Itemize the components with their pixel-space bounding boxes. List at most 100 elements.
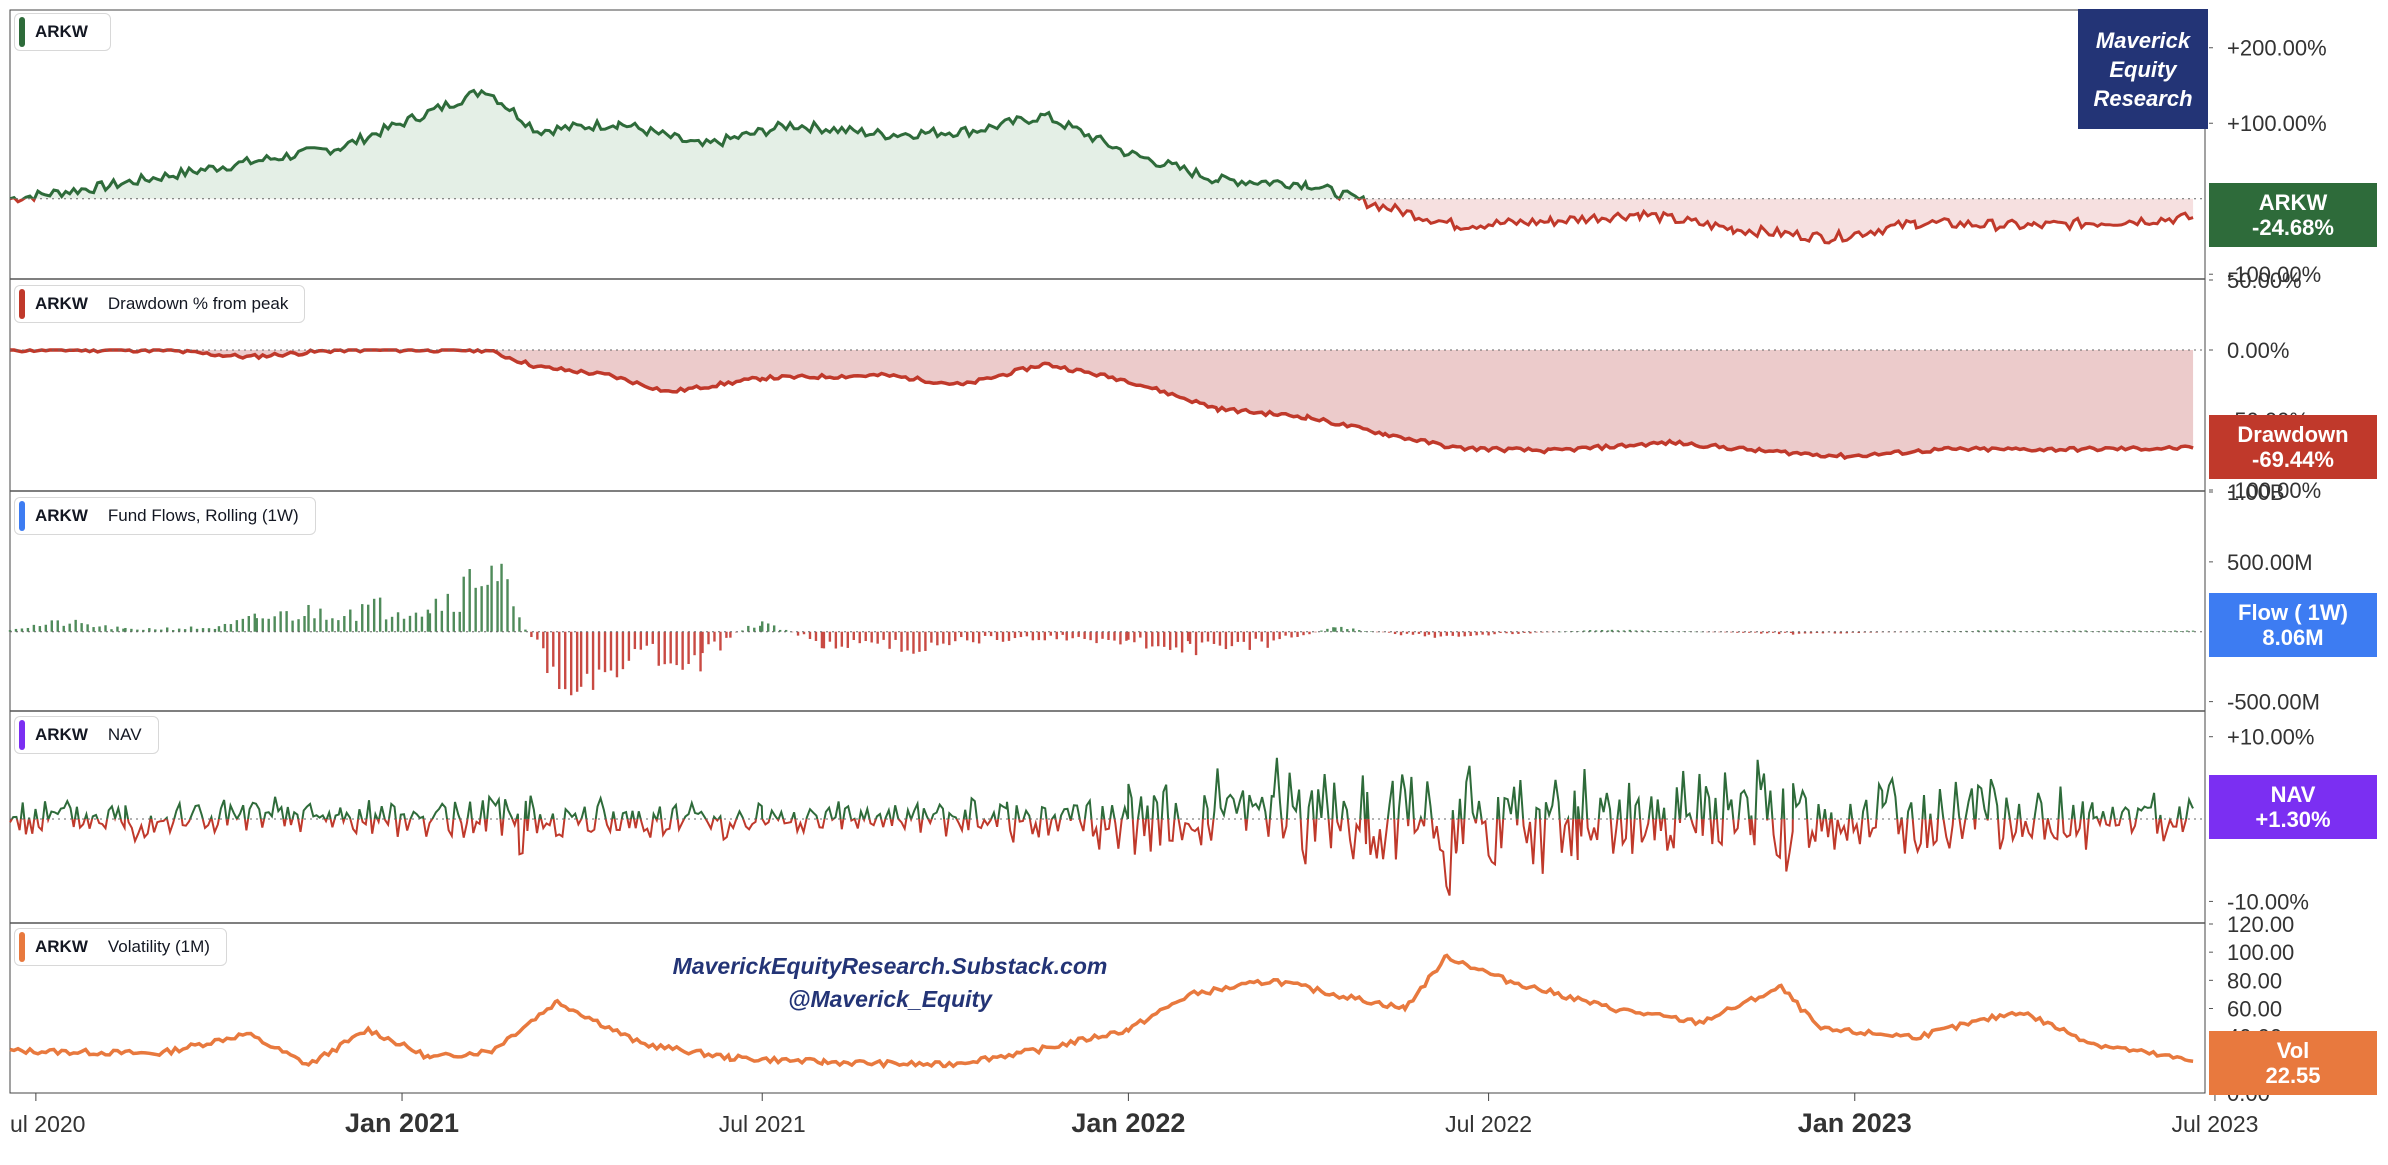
x-tick-label: Jul 2021 xyxy=(719,1111,806,1137)
flow-bar-negative xyxy=(814,631,818,641)
flow-bar-negative xyxy=(1133,631,1136,643)
flow-bar-positive xyxy=(2036,630,2040,632)
legend-pane-5[interactable]: ARKW Volatility (1M) xyxy=(14,928,227,966)
flow-bar-positive xyxy=(1346,629,1349,632)
arkw-line-negative xyxy=(9,198,2194,245)
flow-bar-positive xyxy=(2000,630,2004,632)
flow-bar-positive xyxy=(343,616,346,632)
flow-bar-positive xyxy=(1646,630,1649,632)
legend-pane-1[interactable]: ARKW xyxy=(14,13,111,51)
y-tick-label: +200.00% xyxy=(2227,36,2327,61)
arkw-area-negative xyxy=(10,198,2194,243)
flow-bar-negative xyxy=(790,631,794,633)
flow-bar-negative xyxy=(1031,631,1035,641)
flow-bar-negative xyxy=(864,631,867,642)
flow-bar-positive xyxy=(1616,630,1620,632)
flow-bar-positive xyxy=(361,604,364,632)
flow-bar-negative xyxy=(1417,631,1421,634)
watermark-url: MaverickEquityResearch.Substack.com xyxy=(672,953,1108,979)
flow-bar-positive xyxy=(1358,630,1361,632)
flow-bar-negative xyxy=(876,631,879,644)
legend-pane-3[interactable]: ARKW Fund Flows, Rolling (1W) xyxy=(14,497,316,535)
flow-bar-negative xyxy=(1499,631,1502,633)
flow-bar-negative xyxy=(1157,631,1160,647)
flow-bar-negative xyxy=(1724,631,1727,633)
flow-bar-positive xyxy=(267,618,270,632)
y-tick-label: 1.00B xyxy=(2227,480,2285,505)
flow-bar-positive xyxy=(297,619,300,632)
flow-bar-negative xyxy=(1487,631,1490,636)
chart-grid xyxy=(9,9,2206,1094)
flow-bar-negative xyxy=(1278,631,1281,640)
flow-bar-negative xyxy=(894,631,897,640)
y-tick-label: 60.00 xyxy=(2227,997,2282,1022)
flow-bar-positive xyxy=(14,628,18,632)
flow-bar-negative xyxy=(1748,631,1751,633)
flow-bar-positive xyxy=(223,623,227,632)
flow-bar-negative xyxy=(858,631,861,644)
flow-bar-positive xyxy=(2162,630,2165,632)
flow-bar-positive xyxy=(1364,631,1367,632)
flow-bar-negative xyxy=(1001,631,1005,642)
flow-bar-negative xyxy=(603,631,607,673)
brand-line-1: Maverick xyxy=(2095,27,2191,53)
legend-swatch-orange xyxy=(19,932,25,962)
flow-bar-negative xyxy=(1174,631,1178,648)
flow-bar-negative xyxy=(900,631,903,652)
flow-bar-negative xyxy=(1248,631,1251,650)
legend-pane-2[interactable]: ARKW Drawdown % from peak xyxy=(14,285,306,323)
flow-bar-negative xyxy=(1296,631,1299,637)
flow-bar-negative xyxy=(633,631,637,650)
flow-bar-positive xyxy=(213,628,217,632)
flow-bar-positive xyxy=(1700,631,1703,633)
flow-bar-negative xyxy=(1469,631,1472,636)
flow-bar-negative xyxy=(995,631,999,640)
flow-bar-positive xyxy=(1606,630,1610,632)
flow-bar-positive xyxy=(767,623,770,632)
y-tick-label: 80.00 xyxy=(2227,968,2282,993)
flow-bar-positive xyxy=(355,620,358,632)
flow-bar-negative xyxy=(1405,631,1409,634)
flow-bar-positive xyxy=(1559,631,1562,633)
flow-bar-positive xyxy=(195,628,199,632)
y-tick-label: -500.00M xyxy=(2227,690,2320,715)
flow-bar-negative xyxy=(1381,631,1385,633)
flow-bar-negative xyxy=(1833,631,1837,634)
legend-symbol: ARKW xyxy=(35,294,88,313)
flow-bar-negative xyxy=(852,631,855,641)
flow-bar-positive xyxy=(92,627,95,632)
flow-bar-positive xyxy=(337,620,340,632)
flow-bar-positive xyxy=(2102,630,2105,632)
flow-bar-positive xyxy=(428,613,432,632)
flow-bar-positive xyxy=(331,618,334,632)
flow-bar-negative xyxy=(1851,631,1854,633)
flow-bar-positive xyxy=(261,618,264,632)
legend-pane-4[interactable]: ARKW NAV xyxy=(14,716,159,754)
flow-bar-negative xyxy=(1254,631,1257,639)
flow-bar-negative xyxy=(1290,631,1293,638)
flow-bar-negative xyxy=(1236,631,1240,642)
flow-bar-positive xyxy=(1682,631,1685,632)
flow-bar-positive xyxy=(2024,631,2028,632)
flow-bar-negative xyxy=(1760,631,1763,634)
flow-bar-negative xyxy=(918,631,921,652)
flow-bar-negative xyxy=(1260,631,1263,642)
y-tick-label: 500.00M xyxy=(2227,550,2313,575)
watermark-handle: @Maverick_Equity xyxy=(788,986,992,1012)
flow-bar-positive xyxy=(1582,630,1586,632)
flow-bar-positive xyxy=(778,629,782,632)
flow-bar-positive xyxy=(2060,631,2063,632)
flow-bar-positive xyxy=(1664,631,1667,632)
flow-bar-positive xyxy=(1688,631,1691,632)
flow-bar-negative xyxy=(912,631,915,654)
flow-bar-negative xyxy=(663,631,666,665)
badge-title: ARKW xyxy=(2258,190,2328,215)
x-tick-label: Jul 2022 xyxy=(1445,1111,1532,1137)
flow-bar-negative xyxy=(1180,631,1184,653)
flow-bar-positive xyxy=(1570,631,1574,632)
flow-bar-positive xyxy=(396,612,400,632)
flow-bar-positive xyxy=(452,611,455,632)
flow-bar-negative xyxy=(1043,631,1047,641)
y-tick-label: 0.00% xyxy=(2227,338,2289,363)
flow-bar-negative xyxy=(579,631,583,687)
